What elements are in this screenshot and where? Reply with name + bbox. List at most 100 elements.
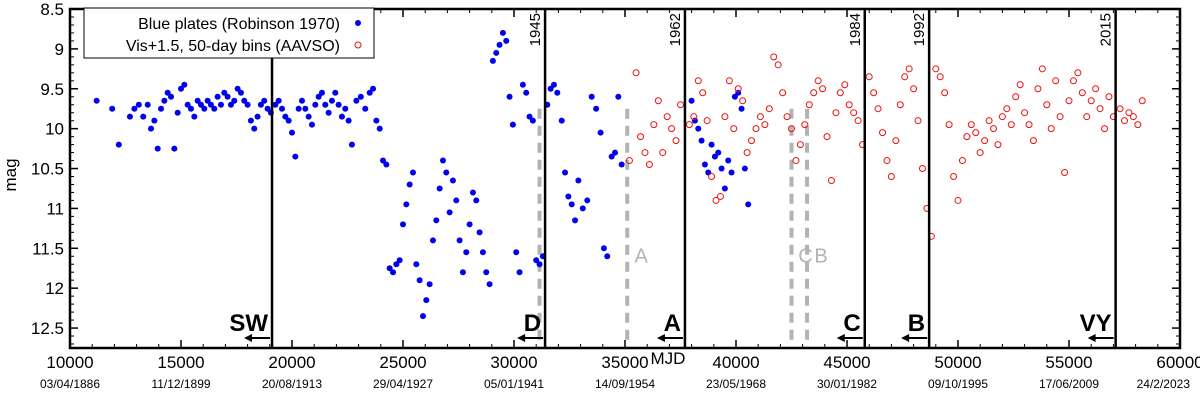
data-point [148, 125, 155, 132]
legend-label-aavso: Vis+1.5, 50-day bins (AAVSO) [126, 38, 340, 55]
data-point [1016, 81, 1024, 89]
data-point [558, 117, 565, 124]
data-point [342, 105, 349, 112]
data-point [513, 249, 520, 256]
data-point [386, 265, 393, 272]
data-point [244, 101, 251, 108]
event-year-label: 1984 [847, 13, 864, 46]
data-point [217, 101, 224, 108]
data-point [315, 93, 322, 100]
data-point [224, 93, 231, 100]
data-point [1038, 65, 1046, 73]
data-point [958, 157, 966, 165]
data-point [1052, 77, 1060, 85]
date-label: 23/05/1968 [706, 377, 766, 391]
event-year-label: 2015 [1098, 13, 1115, 46]
data-point [1061, 169, 1069, 177]
data-point [449, 177, 456, 184]
data-point [503, 37, 510, 44]
x-tick-label: 45000 [823, 353, 870, 372]
left-arrow-icon [656, 334, 665, 342]
data-point [819, 85, 827, 93]
y-tick-label: 12.5 [31, 319, 64, 338]
data-point [115, 141, 122, 148]
data-point [332, 89, 339, 96]
data-point [579, 205, 586, 212]
data-point [264, 105, 271, 112]
data-point [883, 157, 891, 165]
data-points [93, 29, 1146, 320]
legend-marker-aavso [354, 41, 362, 49]
data-point [688, 97, 695, 104]
data-point [168, 93, 175, 100]
data-point [419, 313, 426, 320]
data-point [247, 117, 254, 124]
data-point [174, 109, 181, 116]
data-point [429, 237, 436, 244]
data-point [788, 125, 795, 133]
data-point [604, 253, 611, 260]
data-point [918, 165, 926, 173]
data-point [151, 117, 158, 124]
data-point [896, 101, 904, 109]
data-point [827, 176, 835, 184]
left-arrow-icon [1087, 334, 1096, 342]
y-tick-label: 8.5 [40, 0, 64, 19]
date-label: 05/01/1941 [484, 377, 544, 391]
data-point [770, 53, 778, 61]
data-point [144, 101, 151, 108]
data-point [370, 85, 377, 92]
data-point [523, 89, 530, 96]
data-point [135, 101, 142, 108]
data-point [436, 185, 443, 192]
data-point [708, 173, 716, 181]
data-point [376, 125, 383, 132]
data-point [805, 101, 813, 109]
date-label: 11/12/1899 [151, 377, 210, 391]
data-point [712, 196, 720, 204]
event-lines: SW 1945 D 1962 A 1984 C 1992 B 2015 VY [229, 9, 1117, 348]
data-point [373, 117, 380, 124]
data-point [645, 161, 653, 169]
data-point [366, 89, 373, 96]
data-point [362, 105, 369, 112]
data-point [1025, 121, 1033, 129]
data-point [783, 113, 791, 121]
data-point [963, 133, 971, 141]
left-arrow-icon [517, 334, 526, 342]
data-point [588, 93, 595, 100]
data-point [641, 149, 649, 157]
data-point [1056, 113, 1064, 121]
data-point [292, 153, 299, 160]
data-point [1116, 105, 1124, 113]
data-point [718, 165, 725, 172]
x-tick-label: 55000 [1045, 353, 1092, 372]
legend: Blue plates (Robinson 1970) Vis+1.5, 50-… [83, 7, 375, 59]
data-point [854, 117, 862, 125]
data-point [1003, 105, 1011, 113]
data-point [479, 249, 486, 256]
date-label: 17/06/2009 [1039, 377, 1099, 391]
data-point [1129, 113, 1137, 121]
data-point [1029, 137, 1037, 145]
data-point [810, 89, 818, 97]
data-point [506, 93, 513, 100]
data-point [338, 113, 345, 120]
event-code-label: A [664, 310, 681, 337]
data-point [748, 137, 756, 145]
data-point [433, 217, 440, 224]
data-point [211, 105, 218, 112]
x-tick-label: 60000 [1156, 353, 1200, 372]
data-point [612, 149, 619, 156]
data-point [184, 101, 191, 108]
event-code-label: B [908, 310, 925, 337]
event-code-label: C [843, 310, 860, 337]
event-year-label: 1992 [911, 13, 928, 46]
plot-frame [68, 7, 1182, 350]
data-point [761, 121, 769, 129]
y-axis-title: mag [1, 158, 20, 191]
data-point [743, 149, 751, 157]
data-point [493, 49, 500, 56]
data-point [154, 145, 161, 152]
x-tick-label: 50000 [934, 353, 981, 372]
